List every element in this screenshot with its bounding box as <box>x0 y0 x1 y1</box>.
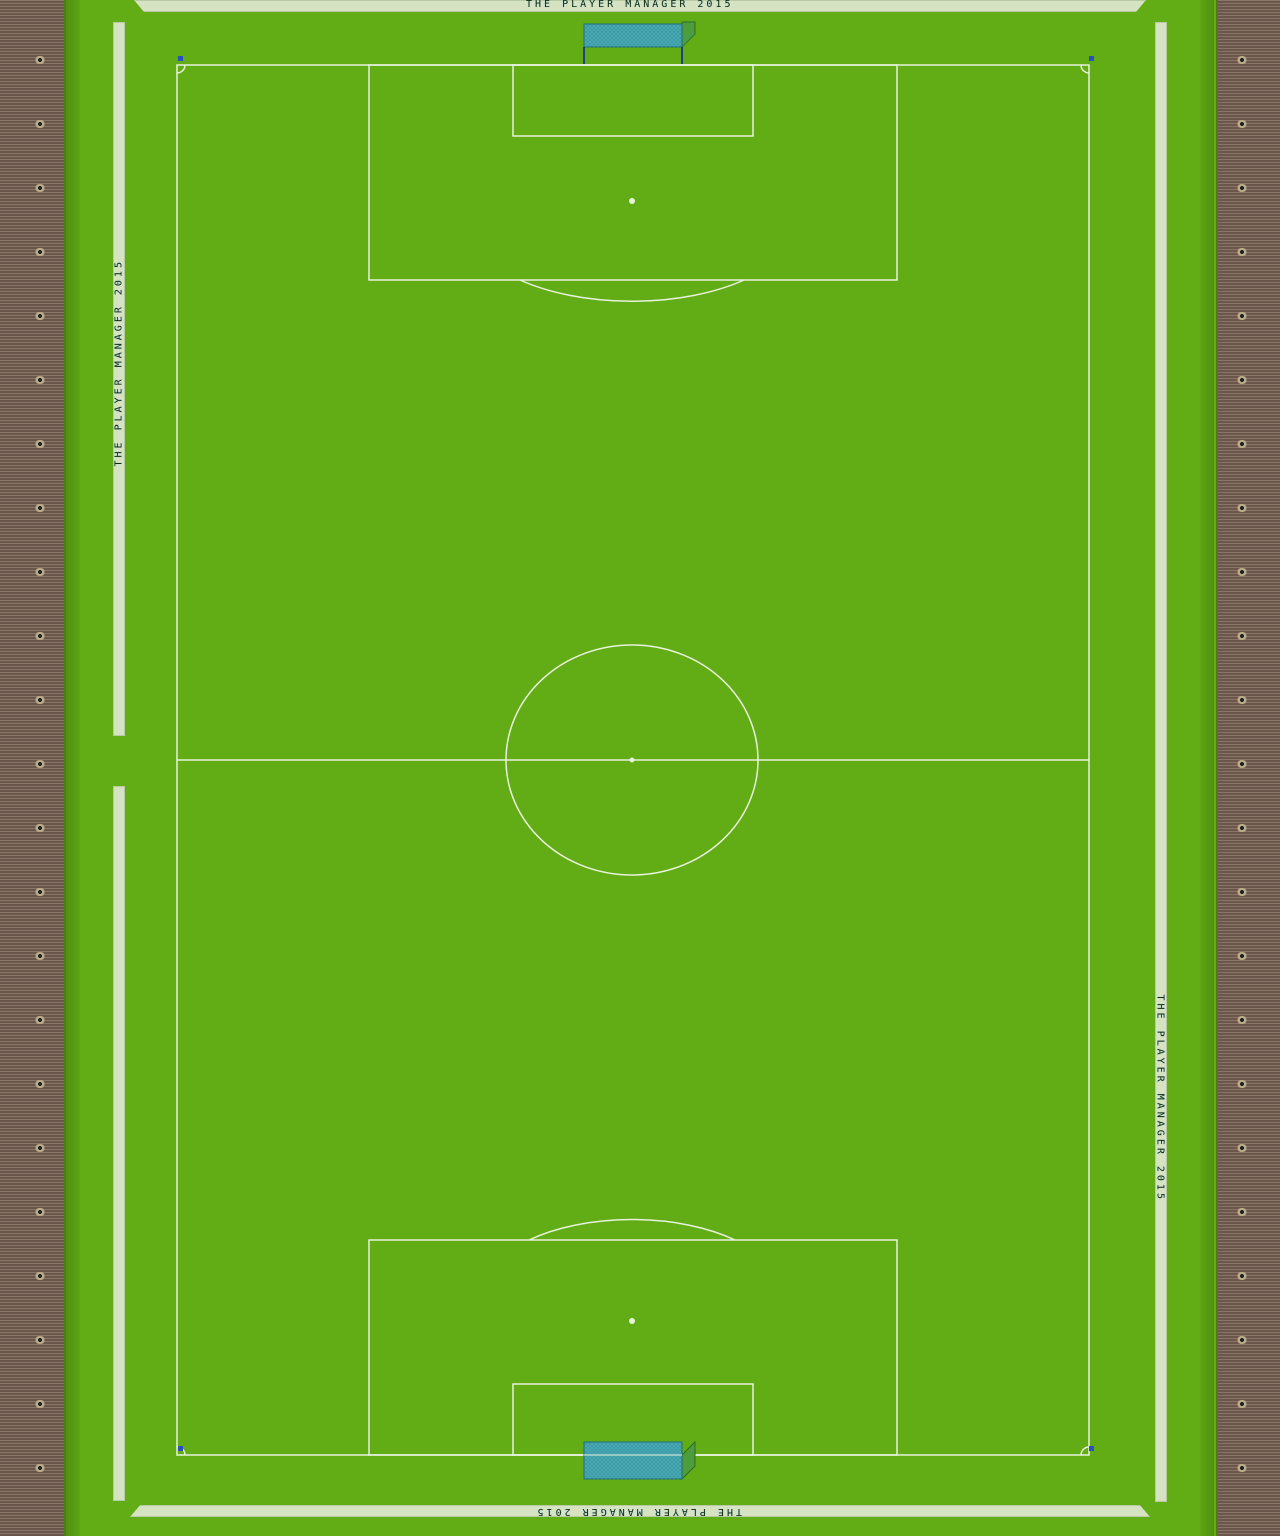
top-goal-area <box>512 64 754 137</box>
floodlight-icon <box>1236 568 1248 576</box>
floodlight-icon <box>34 952 46 960</box>
floodlight-icon <box>34 1080 46 1088</box>
floodlight-icon <box>34 824 46 832</box>
top-penalty-area <box>368 64 898 281</box>
floodlight-icon <box>1236 632 1248 640</box>
floodlight-icon <box>1236 56 1248 64</box>
floodlight-icon <box>34 376 46 384</box>
floodlight-icon <box>34 632 46 640</box>
bottom-penalty-spot <box>629 1318 635 1324</box>
floodlight-icon <box>34 1208 46 1216</box>
floodlight-icon <box>34 248 46 256</box>
floodlight-icon <box>1236 888 1248 896</box>
floodlight-icon <box>1236 1336 1248 1344</box>
floodlight-icon <box>1236 184 1248 192</box>
right-ad-board <box>1155 22 1167 1502</box>
bottom-goal <box>583 1440 696 1481</box>
corner-flag-bottom-left <box>178 1446 183 1451</box>
floodlight-icon <box>34 56 46 64</box>
floodlight-icon <box>34 1464 46 1472</box>
floodlight-icon <box>1236 1400 1248 1408</box>
floodlight-icon <box>1236 1144 1248 1152</box>
corner-flag-top-right <box>1089 56 1094 61</box>
floodlight-icon <box>1236 1080 1248 1088</box>
corner-arc-top-right <box>1080 64 1090 74</box>
floodlight-icon <box>1236 1464 1248 1472</box>
floodlight-icon <box>1236 120 1248 128</box>
floodlight-icon <box>34 888 46 896</box>
corner-arc-bottom-right <box>1080 1446 1090 1456</box>
floodlight-icon <box>1236 248 1248 256</box>
top-ad-text: THE PLAYER MANAGER 2015 <box>526 0 734 10</box>
floodlight-icon <box>1236 1016 1248 1024</box>
floodlight-icon <box>1236 312 1248 320</box>
bottom-penalty-area <box>368 1239 898 1456</box>
corner-flag-top-left <box>178 56 183 61</box>
floodlight-icon <box>1236 824 1248 832</box>
floodlight-icon <box>34 696 46 704</box>
top-penalty-spot <box>629 198 635 204</box>
floodlight-icon <box>34 504 46 512</box>
right-stand <box>1216 0 1280 1536</box>
floodlight-icon <box>34 1016 46 1024</box>
floodlight-icon <box>1236 504 1248 512</box>
left-ad-board-upper <box>113 22 125 736</box>
floodlight-icon <box>1236 696 1248 704</box>
left-verge <box>66 0 80 1536</box>
floodlight-icon <box>1236 1272 1248 1280</box>
floodlight-icon <box>34 1272 46 1280</box>
floodlight-icon <box>1236 952 1248 960</box>
floodlight-icon <box>34 184 46 192</box>
floodlight-icon <box>34 120 46 128</box>
floodlight-icon <box>34 1144 46 1152</box>
floodlight-icon <box>1236 760 1248 768</box>
floodlight-icon <box>34 1336 46 1344</box>
corner-arc-top-left <box>176 64 186 74</box>
left-ad-board-lower <box>113 786 125 1501</box>
floodlight-icon <box>1236 440 1248 448</box>
top-goal <box>583 21 696 64</box>
floodlight-icon <box>34 760 46 768</box>
centre-spot <box>629 757 635 763</box>
top-penalty-arc <box>519 279 745 303</box>
floodlight-icon <box>34 1400 46 1408</box>
corner-flag-bottom-right <box>1089 1446 1094 1451</box>
bottom-penalty-arc <box>528 1218 736 1241</box>
floodlight-icon <box>34 312 46 320</box>
centre-circle <box>505 644 759 876</box>
floodlight-icon <box>1236 1208 1248 1216</box>
floodlight-icon <box>34 440 46 448</box>
floodlight-icon <box>1236 376 1248 384</box>
left-stand <box>0 0 66 1536</box>
floodlight-icon <box>34 568 46 576</box>
